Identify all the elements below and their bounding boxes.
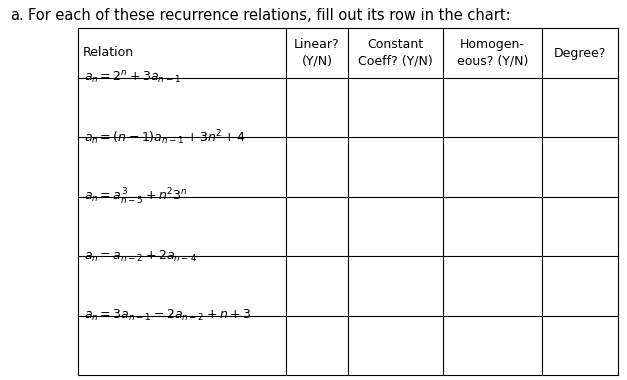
Text: $a_n = a_{n-2} + 2a_{n-4}$: $a_n = a_{n-2} + 2a_{n-4}$: [84, 249, 198, 264]
Text: $a_n = (n-1)a_{n-1}+3n^2+4$: $a_n = (n-1)a_{n-1}+3n^2+4$: [84, 128, 246, 147]
Text: $a_n = a_{n-5}^3 + n^2 3^n$: $a_n = a_{n-5}^3 + n^2 3^n$: [84, 187, 188, 207]
Text: Degree?: Degree?: [554, 46, 606, 60]
Text: a.: a.: [10, 8, 24, 23]
Text: Linear?
(Y/N): Linear? (Y/N): [294, 38, 340, 68]
Text: $a_n =2^n + 3a_{n-1}$: $a_n =2^n + 3a_{n-1}$: [84, 70, 181, 86]
Text: Relation: Relation: [83, 46, 134, 60]
Text: Constant
Coeff? (Y/N): Constant Coeff? (Y/N): [358, 38, 433, 68]
Text: For each of these recurrence relations, fill out its row in the chart:: For each of these recurrence relations, …: [28, 8, 510, 23]
Text: $a_n = 3a_{n-1} - 2a_{n-2} + n + 3$: $a_n = 3a_{n-1} - 2a_{n-2} + n + 3$: [84, 308, 251, 323]
Text: Homogen-
eous? (Y/N): Homogen- eous? (Y/N): [456, 38, 528, 68]
